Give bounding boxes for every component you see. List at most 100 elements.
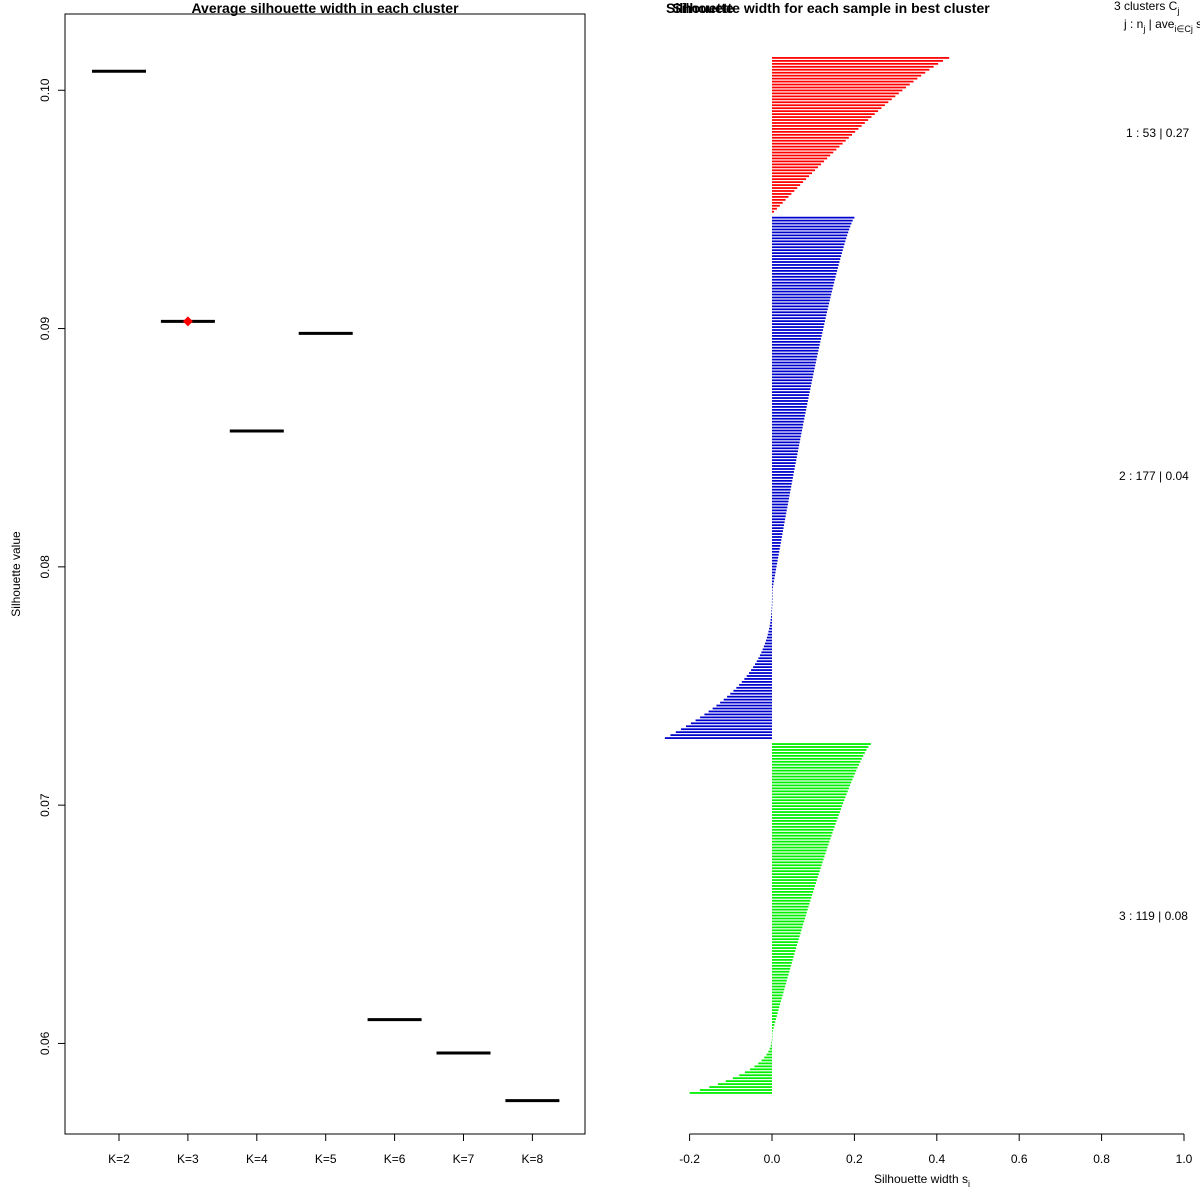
silhouette-bar (772, 1021, 776, 1023)
silhouette-bar (751, 669, 772, 671)
silhouette-bar (772, 1015, 777, 1017)
silhouette-bar (772, 574, 775, 577)
silhouette-bar (772, 571, 776, 574)
silhouette-bar (772, 172, 813, 175)
silhouette-bar (772, 556, 779, 559)
silhouette-bar (772, 145, 840, 148)
silhouette-bar (772, 74, 922, 77)
silhouette-bar (772, 1012, 778, 1015)
silhouette-bar (772, 849, 827, 852)
silhouette-bar (772, 503, 788, 506)
silhouette-bar (770, 621, 772, 624)
silhouette-bar (772, 891, 814, 893)
silhouette-bar (772, 246, 844, 249)
silhouette-bar (772, 787, 849, 790)
best-cluster-marker (182, 316, 193, 327)
silhouette-bar (772, 956, 794, 958)
silhouette-bar (772, 326, 824, 328)
silhouette-bar (771, 598, 773, 600)
silhouette-bar (772, 885, 815, 887)
silhouette-bar (772, 559, 778, 562)
left-x-tick-label: K=3 (177, 1152, 199, 1166)
silhouette-bar (772, 802, 844, 805)
silhouette-bar (772, 834, 832, 837)
silhouette-bar (772, 432, 802, 435)
silhouette-bar (772, 139, 846, 142)
silhouette-bar (739, 1074, 772, 1077)
legend-cluster-2: 2 : 177 | 0.04 (1119, 469, 1189, 483)
silhouette-bar (762, 648, 772, 651)
silhouette-bar (772, 187, 798, 189)
silhouette-bar (772, 805, 843, 808)
silhouette-bar (772, 181, 804, 184)
silhouette-bar (772, 527, 784, 530)
silhouette-bar (772, 411, 806, 414)
silhouette-bar (772, 970, 790, 973)
silhouette-bar (772, 536, 782, 538)
silhouette-bar (772, 267, 838, 269)
right-x-axis-label: Silhouette width si (874, 1172, 970, 1189)
silhouette-bar (772, 385, 811, 388)
silhouette-bar (772, 938, 799, 941)
silhouette-bar (772, 994, 783, 997)
silhouette-bar (772, 474, 794, 476)
silhouette-bar (772, 1009, 779, 1012)
cluster-legend: 3 clusters Cj j : nj | avei∈Cj s 1 : 53 … (1114, 0, 1200, 923)
silhouette-bar (772, 456, 797, 459)
silhouette-bar (772, 902, 810, 905)
silhouette-bar (772, 435, 801, 438)
silhouette-bar (772, 973, 789, 976)
silhouette-bar (772, 101, 889, 104)
silhouette-bar (772, 343, 820, 346)
left-x-tick-label: K=5 (315, 1152, 337, 1166)
silhouette-bar (772, 858, 824, 861)
silhouette-bar (772, 784, 851, 787)
right-chart-title: Silhouette width for each sample in best… (672, 0, 990, 16)
left-y-tick-label: 0.09 (38, 317, 52, 341)
silhouette-bar (772, 204, 780, 207)
silhouette-bar (772, 808, 841, 810)
silhouette-bar (772, 169, 816, 172)
silhouette-bar (753, 666, 772, 668)
cluster-3-bars (689, 743, 871, 1094)
silhouette-bar (772, 914, 806, 917)
silhouette-bar (772, 154, 831, 157)
silhouette-bar (772, 796, 846, 799)
silhouette-bar (772, 896, 812, 899)
silhouette-bar (772, 539, 782, 541)
silhouette-bar (736, 686, 772, 689)
silhouette-bar (772, 450, 798, 453)
silhouette-bar (689, 1092, 772, 1094)
silhouette-bar (754, 1065, 772, 1068)
silhouette-bar (772, 98, 892, 101)
silhouette-bar (772, 358, 817, 361)
silhouette-bar (690, 722, 772, 725)
silhouette-bar (772, 222, 852, 225)
silhouette-bar (758, 657, 772, 660)
silhouette-bar (772, 911, 807, 914)
silhouette-bar (772, 941, 798, 944)
legend-header-2: j : nj | avei∈Cj s (1123, 17, 1200, 34)
silhouette-bar (772, 550, 780, 553)
silhouette-bar (772, 269, 838, 272)
silhouette-bar (772, 225, 851, 228)
left-y-axis-label: Silhouette value (9, 531, 23, 617)
silhouette-bar (772, 562, 778, 565)
silhouette-bar (772, 509, 787, 512)
silhouette-bar (772, 275, 836, 278)
silhouette-bar (772, 961, 792, 964)
silhouette-bar (772, 130, 856, 133)
silhouette-bar (772, 311, 827, 314)
silhouette-bar (772, 148, 837, 151)
silhouette-bar (772, 317, 826, 320)
silhouette-bar (772, 580, 774, 583)
silhouette-bar (772, 272, 837, 275)
right-x-tick-label: 0.4 (928, 1152, 945, 1166)
silhouette-bar (772, 530, 783, 532)
silhouette-bar (772, 985, 786, 988)
silhouette-bar (686, 725, 772, 728)
silhouette-bar (772, 323, 825, 325)
silhouette-bar (771, 1035, 773, 1038)
silhouette-bar (772, 243, 845, 246)
silhouette-bar (772, 967, 791, 970)
